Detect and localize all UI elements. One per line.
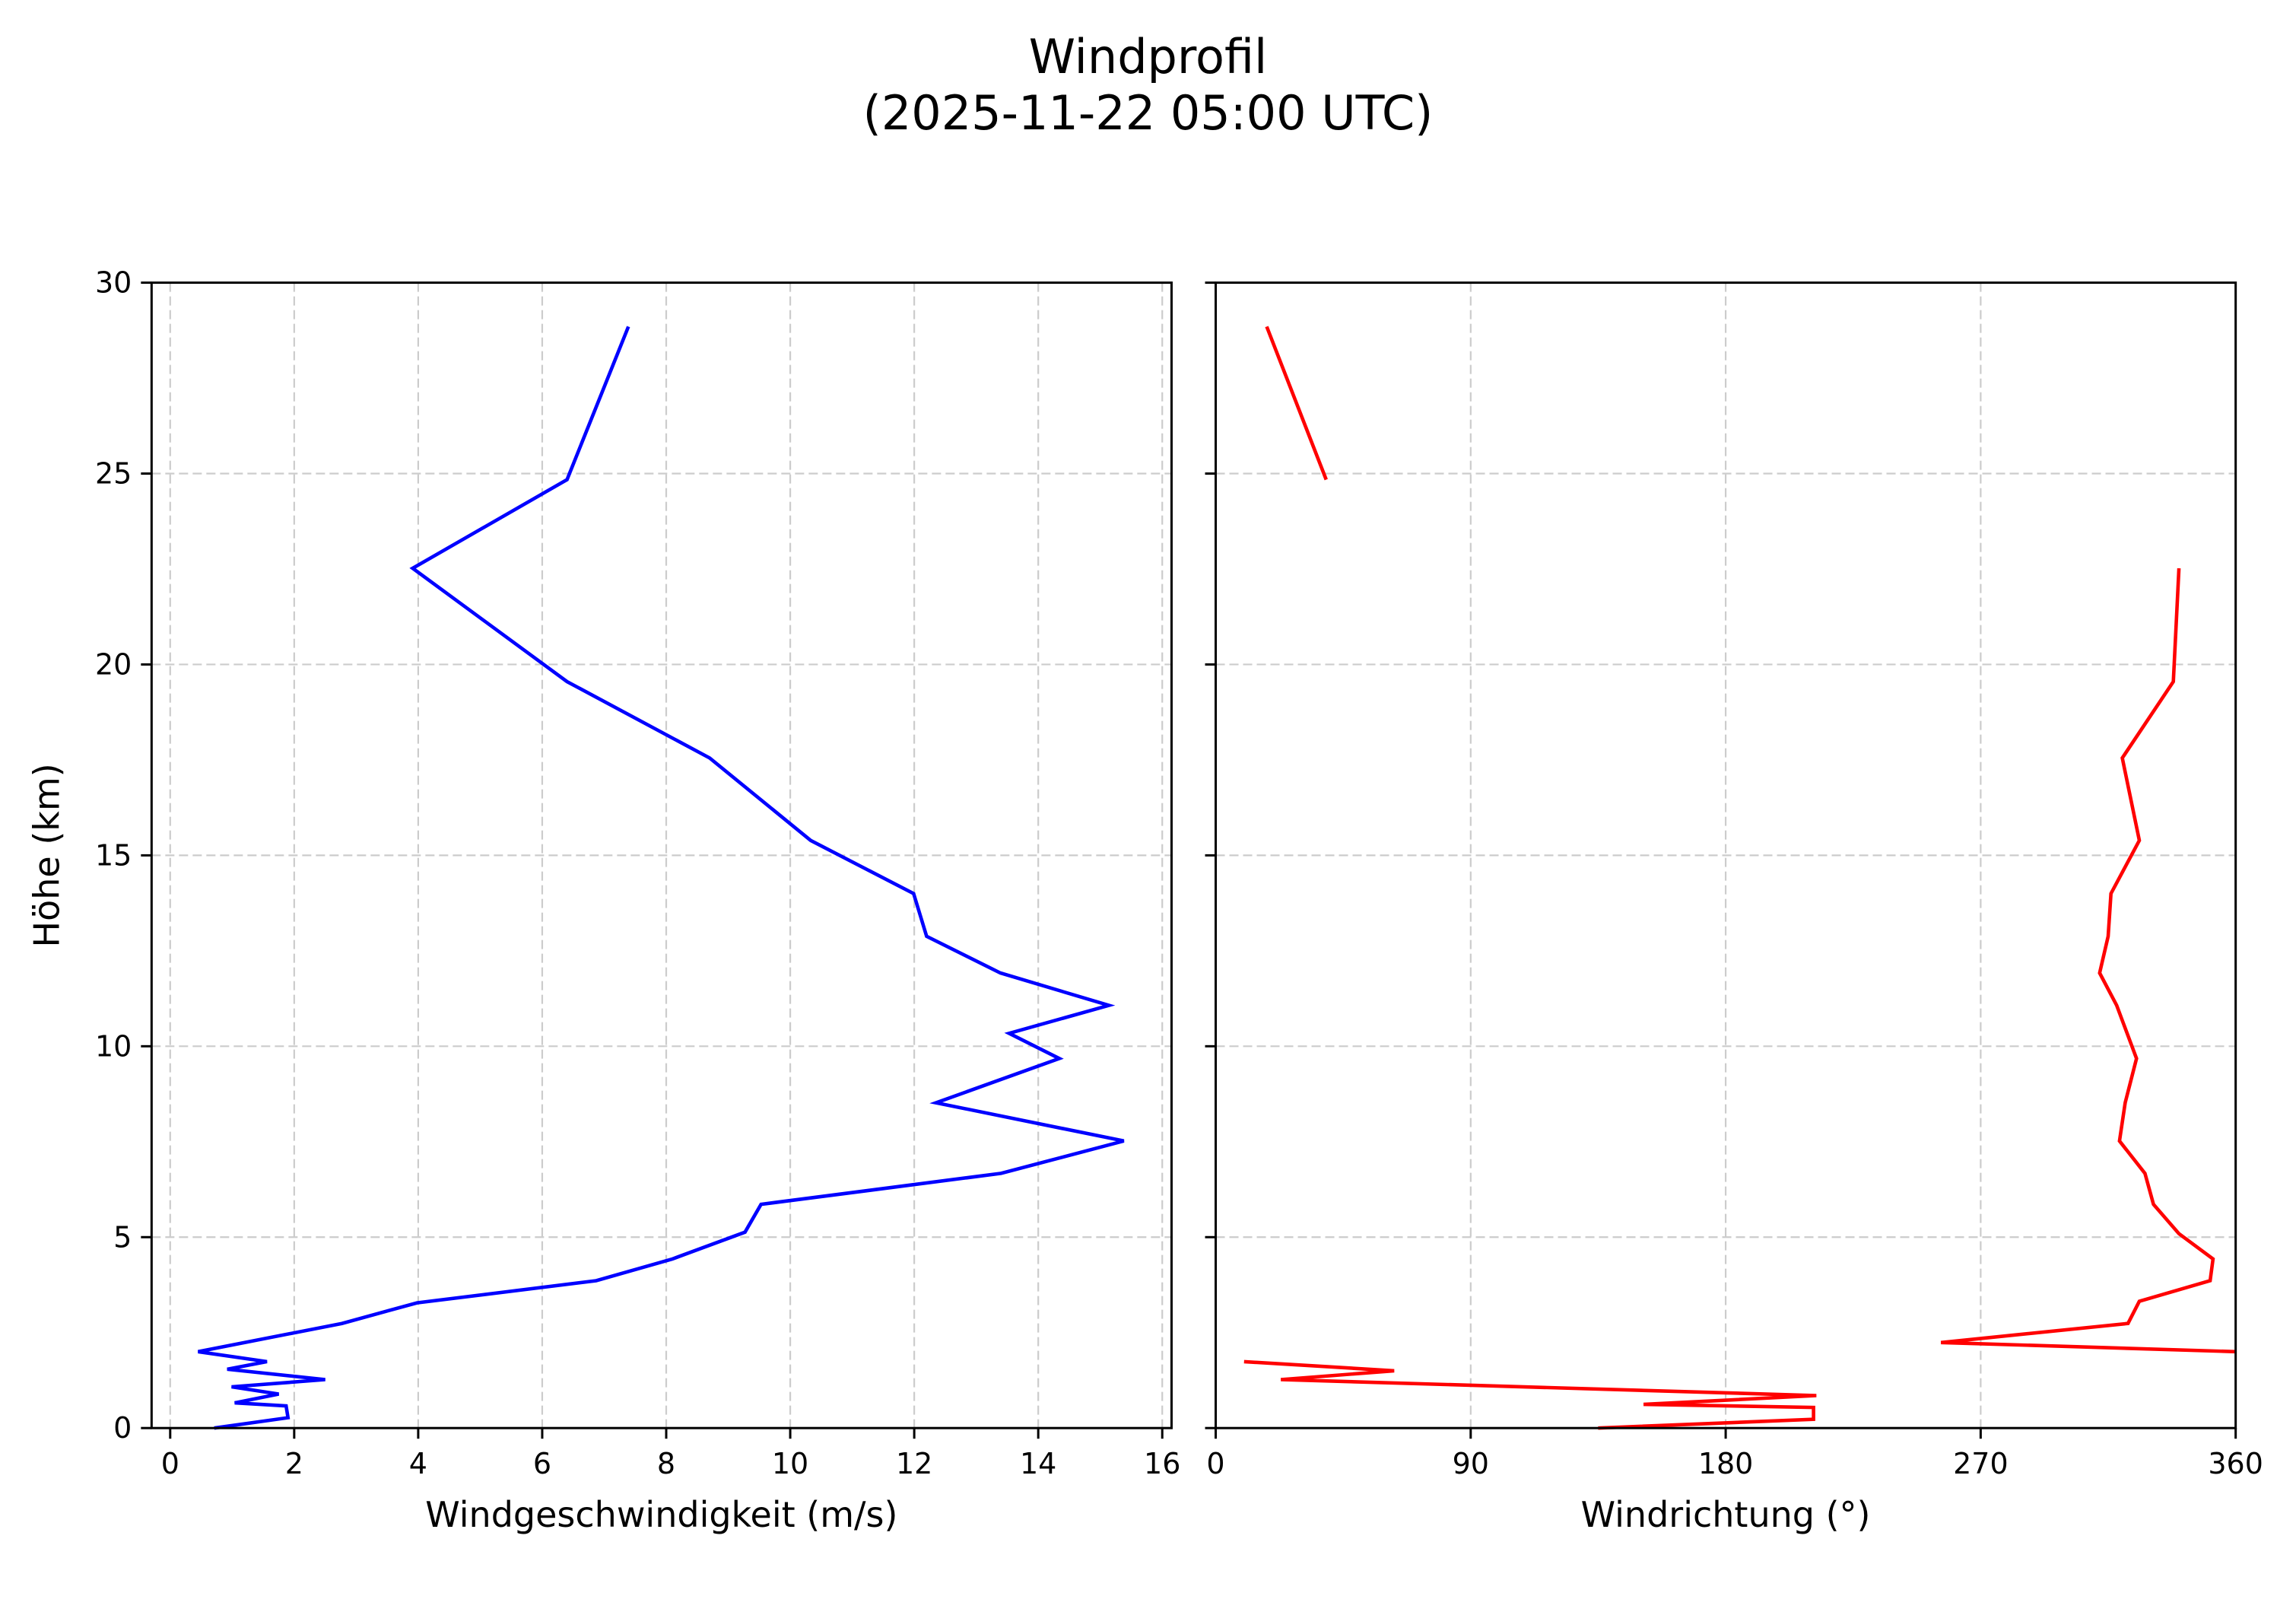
x-tick-label: 270 bbox=[1953, 1447, 2009, 1480]
x-tick-label: 2 bbox=[285, 1447, 303, 1480]
wind-direction-panel: 0 90 180 270 360 Windrichtung (°) bbox=[1205, 281, 2263, 1535]
y-tick-label: 25 bbox=[95, 457, 132, 491]
x-tick-label: 10 bbox=[772, 1447, 808, 1480]
x-tick-label: 360 bbox=[2208, 1447, 2263, 1480]
x-axis-label: Windgeschwindigkeit (m/s) bbox=[425, 1494, 897, 1535]
x-tick-label: 0 bbox=[1206, 1447, 1224, 1480]
x-axis-label: Windrichtung (°) bbox=[1581, 1494, 1871, 1535]
x-tick-label: 180 bbox=[1698, 1447, 1754, 1480]
title-line-1: Windprofil bbox=[1028, 29, 1268, 84]
y-tick-label: 0 bbox=[113, 1411, 132, 1445]
x-tick-label: 12 bbox=[896, 1447, 932, 1480]
y-tick-label: 10 bbox=[95, 1029, 132, 1063]
x-tick-label: 90 bbox=[1453, 1447, 1489, 1480]
data-series-line bbox=[1940, 568, 2236, 1354]
data-series-line bbox=[1265, 326, 1328, 481]
x-tick-label: 16 bbox=[1144, 1447, 1180, 1480]
y-axis-label: Höhe (km) bbox=[26, 763, 67, 947]
data-series-line bbox=[198, 326, 1125, 1430]
y-tick-label: 15 bbox=[95, 838, 132, 872]
x-tick-label: 14 bbox=[1020, 1447, 1056, 1480]
title-line-2: (2025-11-22 05:00 UTC) bbox=[862, 85, 1434, 141]
y-tick-label: 5 bbox=[113, 1220, 132, 1254]
y-tick-label: 20 bbox=[95, 647, 132, 681]
wind-speed-panel: 0 2 4 6 8 10 12 14 16 0 5 10 15 20 25 30 Windgeschwindig… bbox=[26, 266, 1180, 1536]
x-tick-label: 6 bbox=[533, 1447, 551, 1480]
data-series-line bbox=[1243, 1359, 1817, 1430]
figure-title: Windprofil (2025-11-22 05:00 UTC) bbox=[0, 29, 2296, 141]
x-tick-label: 4 bbox=[409, 1447, 427, 1480]
x-tick-label: 0 bbox=[161, 1447, 179, 1480]
x-tick-label: 8 bbox=[657, 1447, 675, 1480]
y-tick-label: 30 bbox=[95, 266, 132, 300]
